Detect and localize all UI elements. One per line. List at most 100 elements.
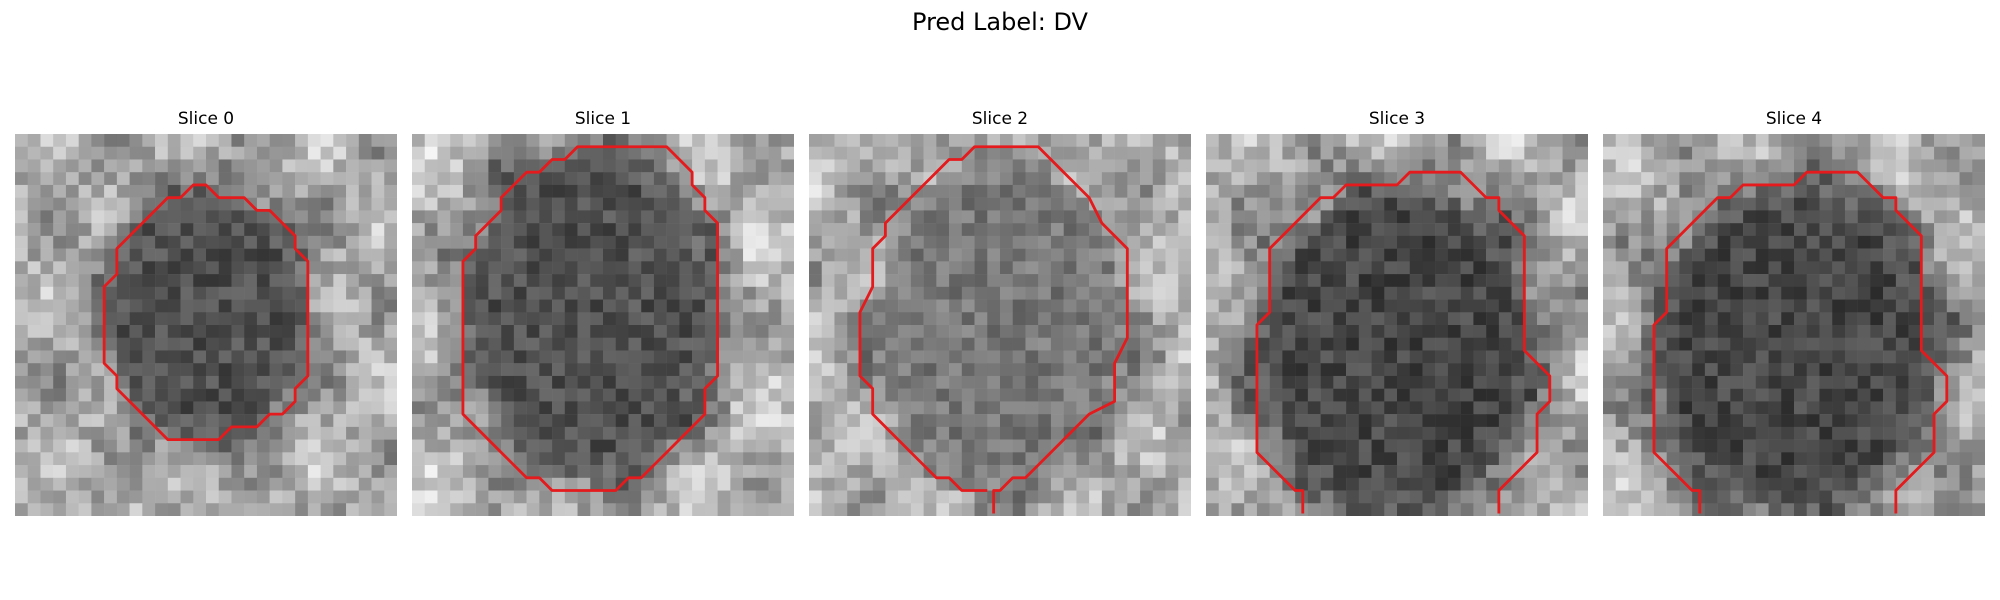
pixel-cell [718,274,731,287]
pixel-cell [1166,401,1179,414]
pixel-cell [1153,401,1166,414]
pixel-cell [1845,300,1858,313]
pixel-cell [1807,452,1820,465]
pixel-cell [514,325,527,338]
pixel-cell [1781,159,1794,172]
pixel-cell [962,210,975,223]
pixel-cell [1422,261,1435,274]
pixel-cell [1308,465,1321,478]
pixel-cell [1616,287,1629,300]
pixel-cell [1127,147,1140,160]
pixel-cell [539,389,552,402]
pixel-cell [1282,350,1295,363]
pixel-cell [1603,185,1616,198]
pixel-cell [898,210,911,223]
pixel-cell [1524,172,1537,185]
pixel-cell [1972,478,1985,491]
pixel-cell [1972,261,1985,274]
pixel-cell [1206,134,1219,147]
pixel-cell [1410,236,1423,249]
pixel-cell [936,440,949,453]
pixel-cell [130,198,143,211]
pixel-cell [679,300,692,313]
pixel-cell [1013,172,1026,185]
pixel-cell [514,185,527,198]
pixel-cell [1934,491,1947,504]
pixel-cell [1819,325,1832,338]
pixel-cell [425,236,438,249]
pixel-cell [1921,491,1934,504]
pixel-cell [1858,147,1871,160]
pixel-cell [1819,389,1832,402]
pixel-cell [1730,491,1743,504]
pixel-cell [1883,261,1896,274]
pixel-cell [53,376,66,389]
pixel-cell [654,185,667,198]
pixel-cell [1295,325,1308,338]
pixel-cell [539,363,552,376]
pixel-cell [1384,198,1397,211]
pixel-cell [679,503,692,516]
pixel-cell [1435,325,1448,338]
pixel-cell [181,491,194,504]
pixel-cell [527,503,540,516]
pixel-cell [692,363,705,376]
pixel-cell [1870,147,1883,160]
pixel-cell [450,452,463,465]
pixel-cell [1692,236,1705,249]
pixel-cell [1231,478,1244,491]
pixel-cell [885,325,898,338]
pixel-cell [333,300,346,313]
pixel-cell [1333,134,1346,147]
pixel-cell [834,185,847,198]
pixel-cell [756,300,769,313]
pixel-cell [1718,325,1731,338]
pixel-cell [206,159,219,172]
pixel-cell [53,503,66,516]
pixel-cell [1089,274,1102,287]
pixel-cell [219,440,232,453]
pixel-cell [346,478,359,491]
pixel-cell [1781,287,1794,300]
pixel-cell [28,249,41,262]
pixel-cell [231,236,244,249]
pixel-cell [1947,159,1960,172]
pixel-cell [1960,249,1973,262]
pixel-cell [1807,401,1820,414]
pixel-cell [372,300,385,313]
pixel-cell [1794,147,1807,160]
pixel-cell [155,350,168,363]
pixel-cell [1461,223,1474,236]
pixel-cell [1628,159,1641,172]
pixel-cell [244,478,257,491]
pixel-cell [1794,389,1807,402]
pixel-cell [1743,287,1756,300]
pixel-cell [628,223,641,236]
pixel-cell [359,249,372,262]
pixel-cell [295,210,308,223]
pixel-cell [66,350,79,363]
pixel-cell [1140,249,1153,262]
pixel-cell [1896,236,1909,249]
pixel-cell [1346,389,1359,402]
pixel-cell [1870,236,1883,249]
pixel-cell [1166,325,1179,338]
pixel-cell [1550,414,1563,427]
pixel-cell [1051,249,1064,262]
pixel-cell [1794,325,1807,338]
pixel-cell [718,300,731,313]
pixel-cell [53,261,66,274]
pixel-cell [1295,376,1308,389]
pixel-cell [1832,236,1845,249]
pixel-cell [1308,312,1321,325]
pixel-cell [718,427,731,440]
pixel-cell [628,159,641,172]
pixel-cell [1435,147,1448,160]
pixel-cell [578,159,591,172]
pixel-cell [847,300,860,313]
pixel-cell [346,300,359,313]
pixel-cell [975,414,988,427]
pixel-cell [168,503,181,516]
pixel-cell [1679,350,1692,363]
pixel-cell [1947,249,1960,262]
